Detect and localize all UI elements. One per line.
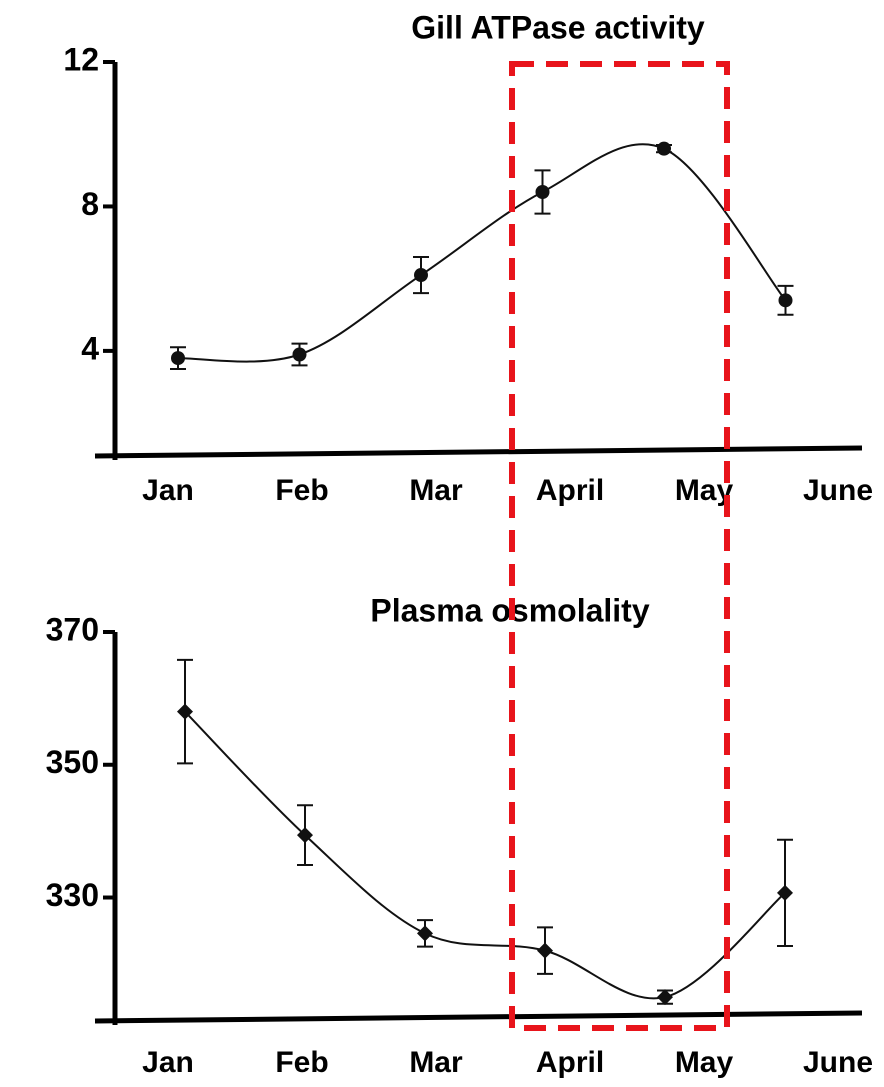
y-tick-label: 12 bbox=[63, 41, 99, 77]
x-tick-label: Jan bbox=[142, 474, 194, 507]
x-tick-label: Feb bbox=[275, 1046, 328, 1079]
x-axis bbox=[94, 1010, 863, 1024]
y-tick-label: 350 bbox=[46, 744, 99, 780]
chart-title: Gill ATPase activity bbox=[411, 9, 705, 45]
y-tick-label: 370 bbox=[46, 611, 99, 647]
point bbox=[297, 827, 313, 844]
point bbox=[657, 141, 671, 156]
x-tick-label: April bbox=[536, 1046, 604, 1079]
x-tick-label: April bbox=[536, 474, 604, 507]
x-tick-label: Mar bbox=[409, 474, 463, 507]
x-tick-label: May bbox=[675, 1046, 734, 1079]
x-tick-label: Mar bbox=[409, 1046, 463, 1079]
x-tick-label: June bbox=[803, 474, 873, 507]
point bbox=[657, 989, 673, 1006]
point bbox=[537, 942, 553, 959]
y-tick-label: 8 bbox=[81, 186, 99, 222]
point bbox=[177, 703, 193, 720]
point bbox=[778, 293, 793, 308]
point bbox=[535, 185, 550, 199]
x-tick-label: May bbox=[675, 474, 734, 507]
x-tick-label: Jan bbox=[142, 1046, 194, 1079]
line bbox=[177, 143, 787, 363]
y-tick-label: 4 bbox=[81, 330, 99, 366]
x-tick-label: Feb bbox=[275, 474, 328, 507]
line bbox=[184, 710, 786, 1000]
point bbox=[777, 884, 793, 901]
point bbox=[292, 347, 307, 362]
point bbox=[171, 351, 185, 366]
x-tick-label: June bbox=[803, 1046, 873, 1079]
y-tick-label: 330 bbox=[46, 877, 99, 913]
x-axis bbox=[94, 445, 863, 459]
point bbox=[414, 268, 428, 283]
highlight-box bbox=[509, 61, 730, 1031]
point bbox=[417, 925, 433, 942]
